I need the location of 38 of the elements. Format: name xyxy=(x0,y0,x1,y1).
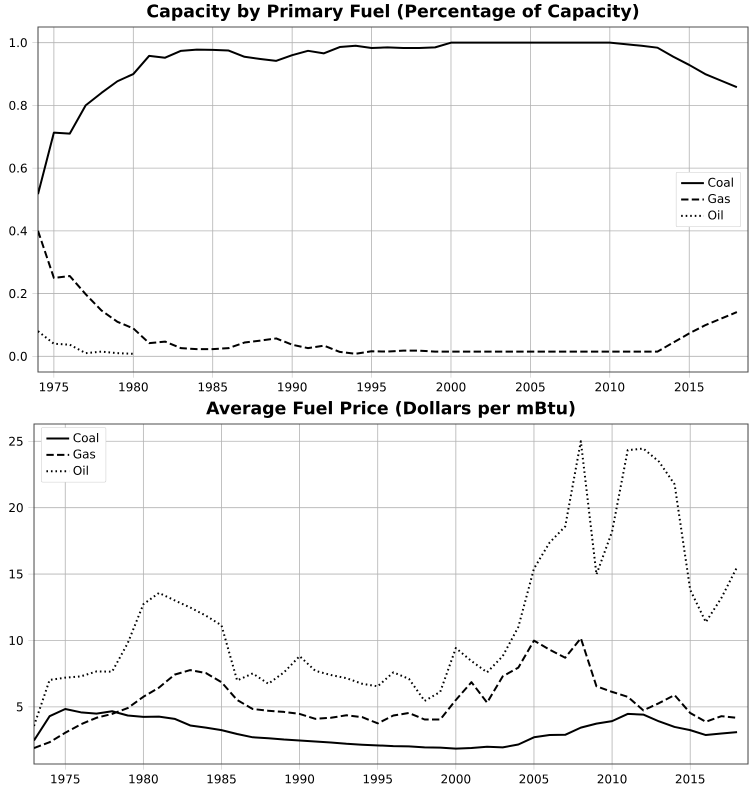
line-series xyxy=(38,330,134,355)
y-tick-label: 5 xyxy=(16,702,23,712)
x-tick-label: 2010 xyxy=(595,382,624,392)
x-tick-label: 2000 xyxy=(441,774,470,784)
legend-label: Oil xyxy=(74,466,88,475)
x-tick-label: 1985 xyxy=(198,382,227,392)
legend-label: Coal xyxy=(74,432,98,442)
x-tick-label: 1975 xyxy=(51,774,80,784)
x-tick-label: 1985 xyxy=(208,774,236,784)
x-tick-label: 2015 xyxy=(676,774,704,784)
x-tick-label: 1990 xyxy=(278,382,307,392)
x-tick-label: 1980 xyxy=(119,382,148,392)
x-tick-label: 1990 xyxy=(286,774,314,784)
chart-title: Average Fuel Price (Dollars per mBtu) xyxy=(206,401,574,418)
y-tick-label: 20 xyxy=(9,503,23,512)
y-tick-label: 15 xyxy=(10,570,23,579)
y-tick-label: 25 xyxy=(9,436,23,446)
legend-label: Gas xyxy=(708,194,730,204)
x-tick-label: 2010 xyxy=(598,774,627,784)
y-tick-label: 1.0 xyxy=(10,38,27,48)
x-tick-label: 2005 xyxy=(516,382,545,392)
legend-label: Gas xyxy=(74,449,96,459)
y-tick-label: 0.0 xyxy=(9,352,27,361)
y-tick-label: 10 xyxy=(10,636,23,646)
x-tick-label: 1995 xyxy=(358,382,386,392)
y-tick-label: 0.6 xyxy=(9,164,27,173)
legend-label: Oil xyxy=(708,210,723,220)
chart-title: Capacity by Primary Fuel (Percentage of Capacity) xyxy=(147,4,638,21)
y-tick-label: 0.4 xyxy=(9,226,27,236)
x-tick-label: 1980 xyxy=(129,774,158,784)
x-tick-label: 2000 xyxy=(436,382,466,392)
x-tick-label: 2005 xyxy=(520,774,548,784)
legend-label: Coal xyxy=(708,178,733,187)
x-tick-label: 1975 xyxy=(40,382,68,392)
y-tick-label: 0.8 xyxy=(9,100,27,110)
x-tick-label: 2015 xyxy=(674,382,704,392)
y-tick-label: 0.2 xyxy=(9,289,26,298)
x-tick-label: 1995 xyxy=(364,774,392,784)
